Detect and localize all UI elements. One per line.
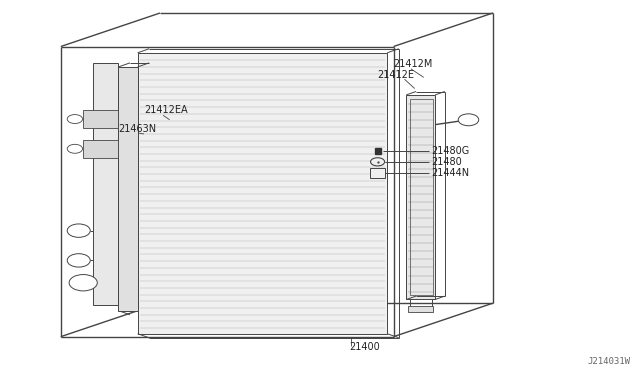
- Polygon shape: [138, 53, 387, 334]
- Polygon shape: [83, 140, 118, 158]
- Polygon shape: [93, 63, 118, 305]
- Text: 21463N: 21463N: [118, 124, 157, 134]
- Circle shape: [371, 158, 385, 166]
- Polygon shape: [118, 67, 138, 311]
- Circle shape: [67, 254, 90, 267]
- Circle shape: [458, 114, 479, 126]
- Text: J214031W: J214031W: [588, 357, 630, 366]
- Text: 21412E: 21412E: [378, 70, 415, 80]
- Polygon shape: [370, 168, 385, 178]
- Polygon shape: [406, 95, 435, 299]
- Circle shape: [67, 224, 90, 237]
- Text: 21412M: 21412M: [394, 59, 433, 69]
- Text: 21400: 21400: [349, 342, 380, 352]
- Text: 21480: 21480: [431, 157, 462, 167]
- Text: 21444N: 21444N: [431, 168, 470, 178]
- Polygon shape: [83, 110, 118, 128]
- Text: 21480G: 21480G: [431, 146, 470, 155]
- Circle shape: [67, 144, 83, 153]
- Polygon shape: [408, 306, 433, 312]
- Circle shape: [69, 275, 97, 291]
- Text: 21412EA: 21412EA: [144, 105, 188, 115]
- Circle shape: [67, 115, 83, 124]
